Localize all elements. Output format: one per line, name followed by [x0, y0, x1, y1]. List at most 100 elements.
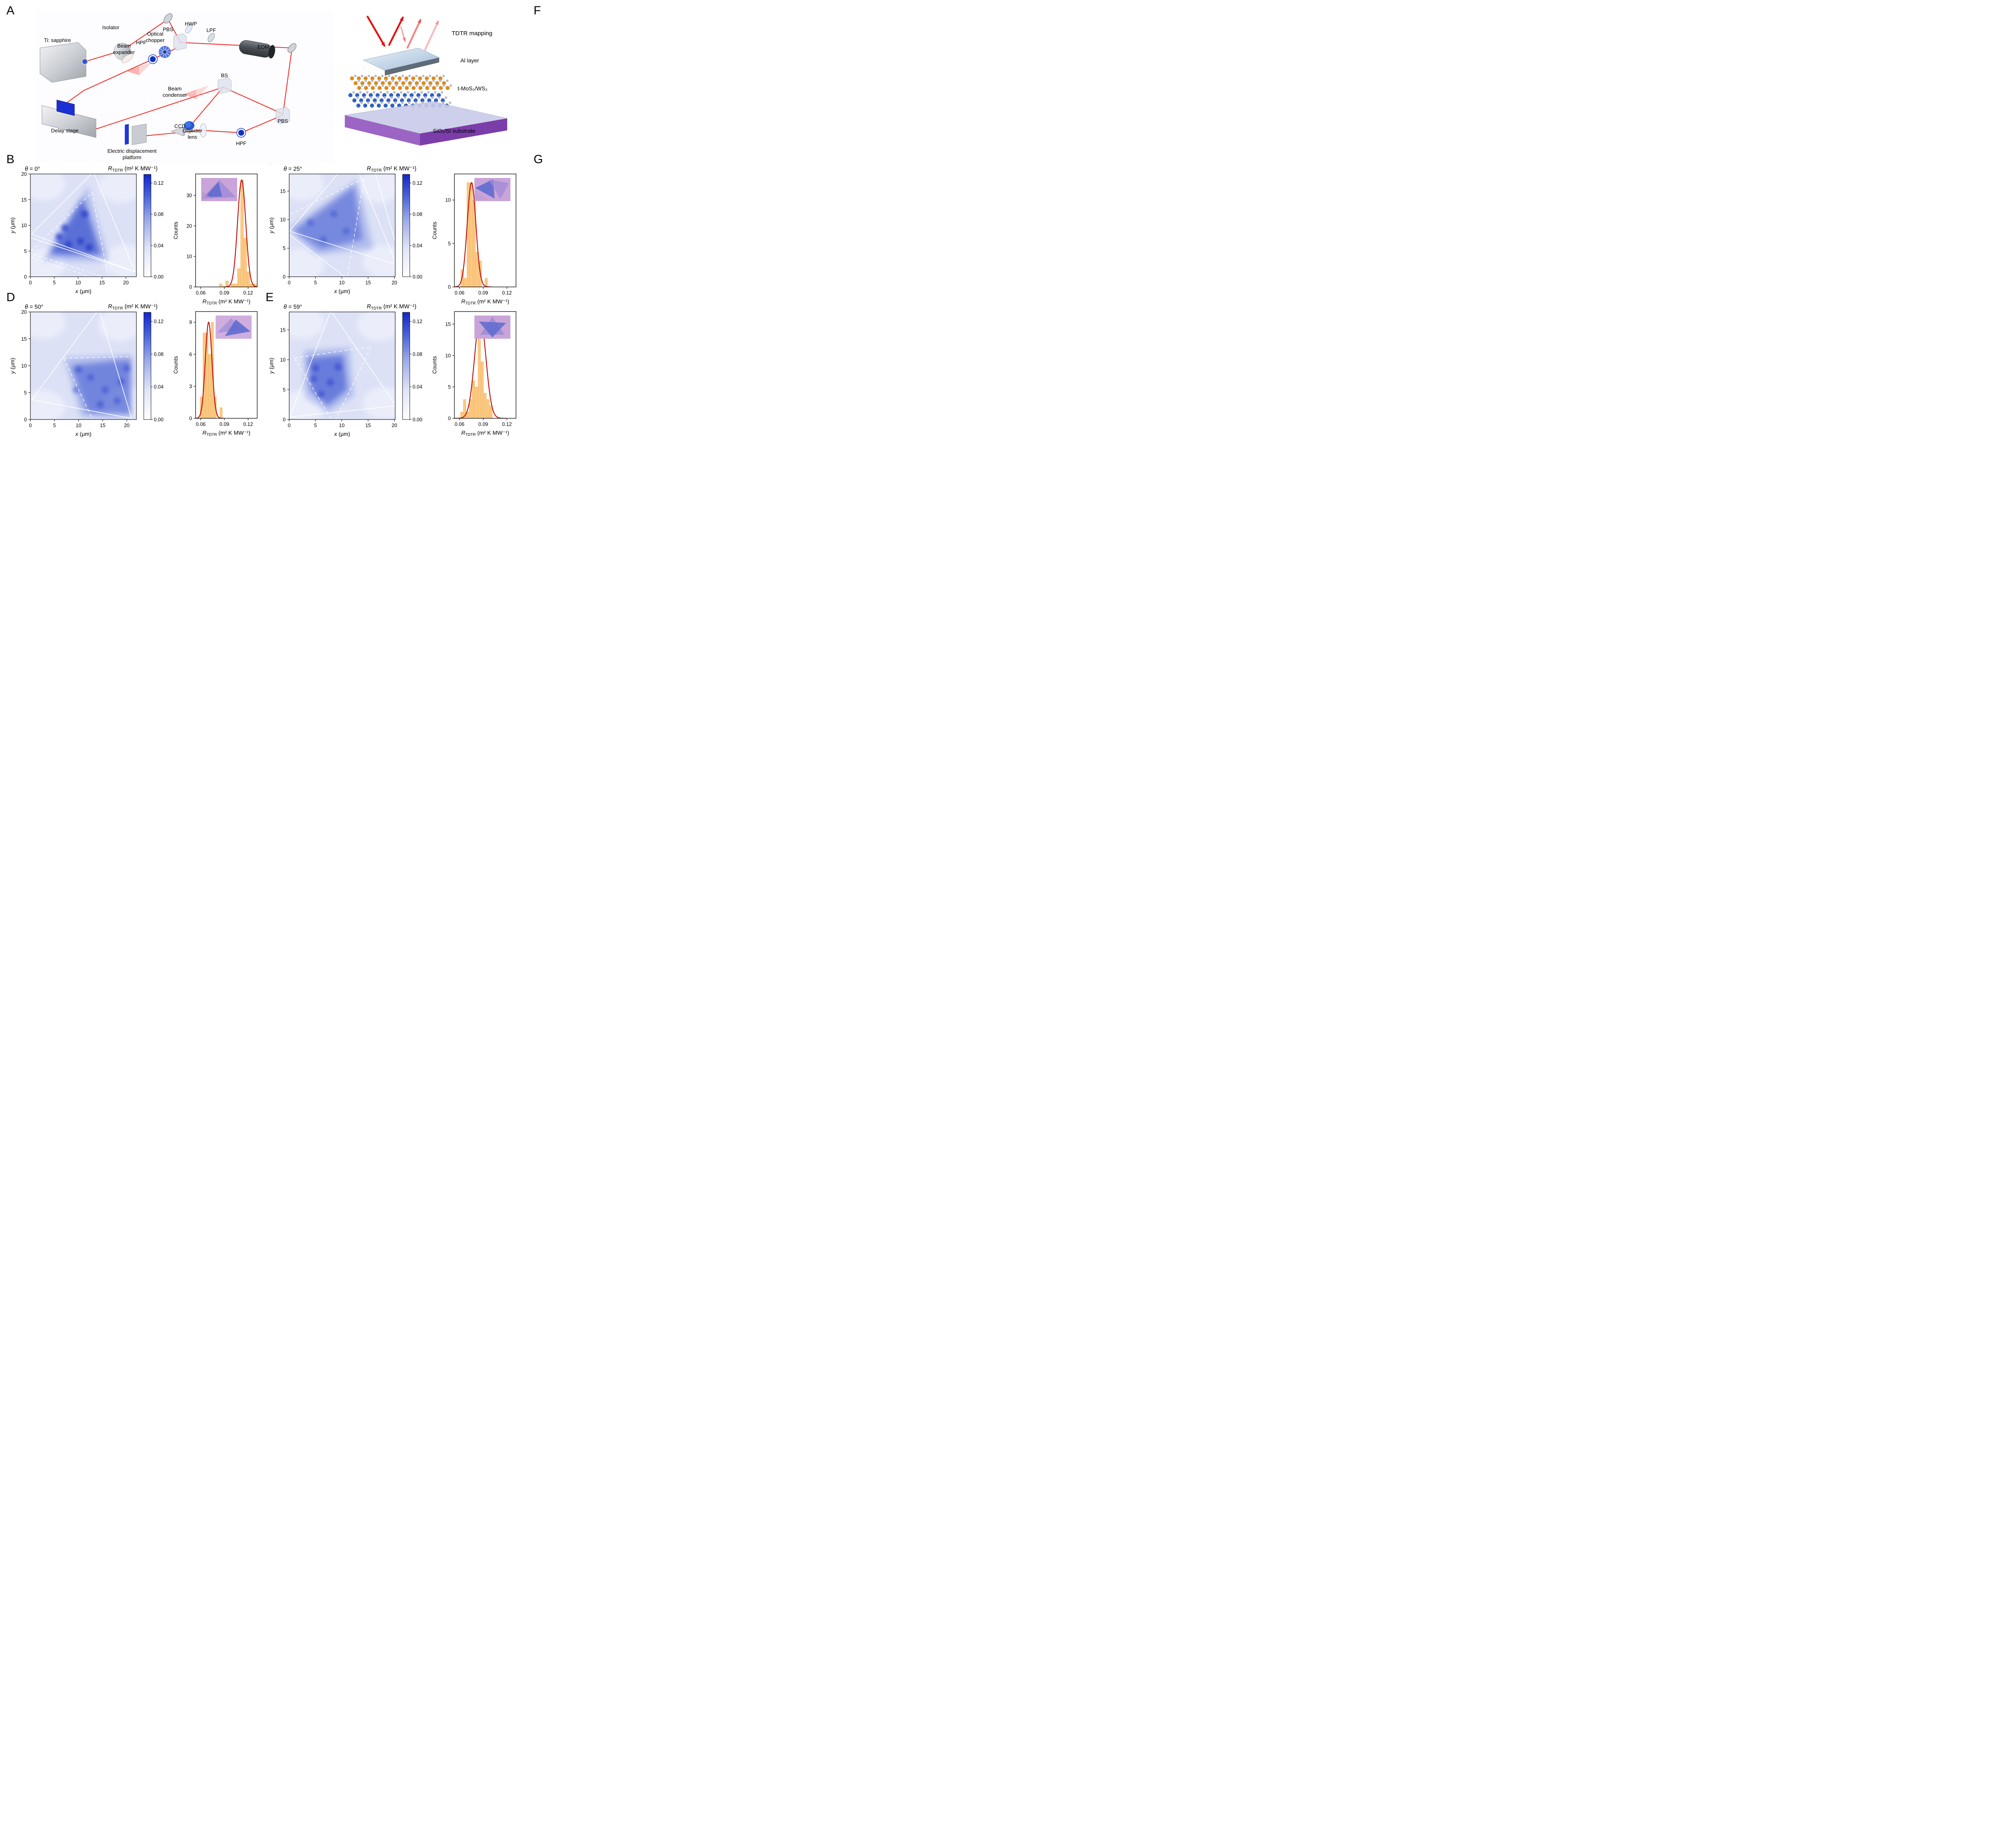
svg-text:15: 15 [21, 336, 27, 342]
objector-lens-face [182, 127, 186, 136]
optical-labels: Ti: sapphire Isolator PBS HWP Opticalchopper… [44, 21, 288, 160]
svg-text:RTDTR (m² K MW⁻¹): RTDTR (m² K MW⁻¹) [108, 304, 158, 311]
svg-text:20: 20 [21, 310, 27, 315]
al-layer-plate [362, 48, 440, 76]
label-isolator: Isolator [102, 24, 120, 30]
label-pbs-2: PBS [278, 118, 288, 124]
heatmap-axes: 0 5 10 15 20 0 5 10 15 x (μm) y (μm) [268, 312, 397, 437]
panel-b-rtdtr-map: 0 5 10 15 20 0 5 10 15 20 x (μm) y (μm) θ = 0° RTDTR … [9, 166, 164, 294]
optical-micrograph-inset [474, 316, 510, 339]
svg-text:RTDTR (m² K MW⁻¹): RTDTR (m² K MW⁻¹) [202, 430, 250, 437]
svg-text:0.04: 0.04 [413, 243, 422, 248]
svg-text:0: 0 [24, 417, 27, 423]
svg-text:0: 0 [448, 416, 451, 422]
label-hwp: HWP [185, 21, 197, 27]
svg-text:0.04: 0.04 [413, 384, 422, 390]
panel-e-histogram: 0.06 0.09 0.12 0 5 10 15 Counts RTDTR (m² K MW⁻¹… [431, 302, 539, 448]
label-ccd: CCD [174, 123, 186, 129]
label-objector-lens: Objector [182, 128, 202, 134]
svg-text:15: 15 [365, 280, 371, 286]
svg-text:10: 10 [76, 423, 82, 428]
svg-text:15: 15 [99, 280, 105, 286]
optical-setup-svg: Ti: sapphire Isolator PBS HWP Opticalchopper… [36, 10, 334, 163]
svg-text:15: 15 [280, 188, 286, 194]
optical-micrograph-inset [474, 178, 510, 201]
bs-cube [218, 77, 232, 94]
label-hpf-2: HPF [236, 140, 246, 146]
displacement-platform-blue-plate [125, 124, 129, 145]
pbs-cube-2 [276, 107, 290, 124]
svg-text:Counts: Counts [172, 222, 179, 239]
svg-text:0: 0 [448, 284, 451, 290]
panel-d-hist-svg: 0.06 0.09 0.12 0 3 6 9 Counts RTDTR (m² K MW⁻¹) [172, 311, 258, 437]
svg-text:10: 10 [445, 353, 451, 358]
panel-b-histogram: 0.06 0.09 0.12 0 10 20 30 Counts RTDTR (m² K MW⁻… [172, 164, 280, 310]
svg-text:y (μm): y (μm) [268, 218, 274, 234]
panel-label-e: E [266, 291, 274, 304]
svg-text:0.12: 0.12 [413, 180, 422, 186]
panel-label-g: G [534, 153, 543, 166]
svg-text:y (μm): y (μm) [9, 358, 16, 374]
label-displacement-platform: Electric displacement [108, 148, 157, 154]
svg-text:0: 0 [189, 284, 192, 290]
svg-text:Counts: Counts [172, 356, 179, 374]
svg-text:10: 10 [445, 198, 451, 203]
svg-text:0.09: 0.09 [220, 422, 229, 427]
optical-chopper-wheel [159, 46, 171, 58]
svg-text:0: 0 [288, 280, 291, 286]
svg-text:10: 10 [280, 217, 286, 223]
schematic-labels: TDTR mapping Al layer t-MoS₂/WS₂ SiO₂/Si su… [433, 30, 492, 134]
svg-text:10: 10 [339, 423, 345, 428]
svg-text:15: 15 [100, 423, 106, 428]
label-optical-chopper: chopper [146, 37, 165, 43]
hpf-filter-1 [148, 54, 158, 64]
svg-text:0: 0 [189, 416, 192, 422]
svg-text:15: 15 [21, 197, 27, 203]
svg-text:y (μm): y (μm) [268, 358, 274, 374]
svg-text:0.09: 0.09 [220, 290, 229, 296]
figure-canvas: A B C D E F G Ti: sapphireIsolatorPBSHWP… [0, 0, 706, 464]
label-tdtr-mapping: TDTR mapping [452, 30, 492, 37]
svg-text:0.08: 0.08 [413, 212, 422, 217]
hist-body [219, 179, 257, 287]
svg-text:10: 10 [280, 357, 286, 363]
svg-text:0.12: 0.12 [154, 319, 164, 324]
colorbar: 0.00 0.04 0.08 0.12 [402, 174, 422, 280]
label-optical-chopper: Optical [147, 31, 164, 37]
label-lpf: LPF [206, 27, 216, 33]
colorbar: 0.00 0.04 0.08 0.12 [144, 312, 164, 423]
svg-text:0.12: 0.12 [243, 290, 253, 296]
svg-text:0: 0 [283, 274, 286, 280]
svg-text:5: 5 [283, 246, 286, 251]
svg-text:0.08: 0.08 [154, 352, 164, 357]
svg-text:30: 30 [186, 193, 192, 198]
svg-text:0: 0 [29, 423, 32, 428]
label-delay-stage: Delay stage [51, 128, 79, 134]
panel-c-hist-svg: 0.06 0.09 0.12 0 5 10 Counts RTDTR (m² K MW⁻¹) [431, 174, 516, 306]
panel-c-rtdtr-map: 0 5 10 15 20 0 5 10 15 x (μm) y (μm) θ = 25° RTDTR (… [268, 166, 422, 294]
label-pbs-1: PBS [163, 26, 173, 32]
svg-text:0.09: 0.09 [478, 290, 488, 296]
optical-components [40, 13, 297, 145]
hist-axes: 0.06 0.09 0.12 0 10 20 30 Counts RTDTR (m² K MW⁻… [172, 174, 258, 306]
svg-text:0.00: 0.00 [413, 417, 422, 423]
panel-d-histogram: 0.06 0.09 0.12 0 3 6 9 Counts RTDTR (m² K MW⁻¹) [172, 302, 280, 448]
svg-text:15: 15 [365, 423, 371, 428]
svg-text:0: 0 [24, 274, 27, 280]
beam-condenser-cone [196, 86, 209, 99]
hist-axes: 0.06 0.09 0.12 0 5 10 15 Counts RTDTR (m² K MW⁻¹… [431, 311, 516, 437]
svg-text:10: 10 [339, 280, 345, 286]
al-layer-edge [385, 58, 439, 76]
label-sio2-si-substrate: SiO₂/Si substrate [433, 128, 476, 134]
label-beam-condenser: condenser [163, 92, 187, 98]
svg-text:RTDTR (m² K MW⁻¹): RTDTR (m² K MW⁻¹) [108, 166, 158, 173]
svg-text:0: 0 [29, 280, 32, 286]
relay-lens [200, 123, 207, 138]
panel-d-rtdtr-map: 0 5 10 15 20 0 5 10 15 20 x (μm) y (μm) θ = 50° RTDTR… [9, 304, 164, 437]
hist-axes: 0.06 0.09 0.12 0 5 10 Counts RTDTR (m² K MW⁻¹) [431, 174, 516, 306]
sio2-si-substrate-block [344, 101, 508, 146]
svg-text:5: 5 [53, 280, 56, 286]
ti-sapphire-laser-box [40, 42, 86, 83]
panel-e-rtdtr-map: 0 5 10 15 20 0 5 10 15 x (μm) y (μm) θ = 59° RTDTR (… [268, 304, 422, 437]
svg-text:0.06: 0.06 [455, 422, 464, 427]
